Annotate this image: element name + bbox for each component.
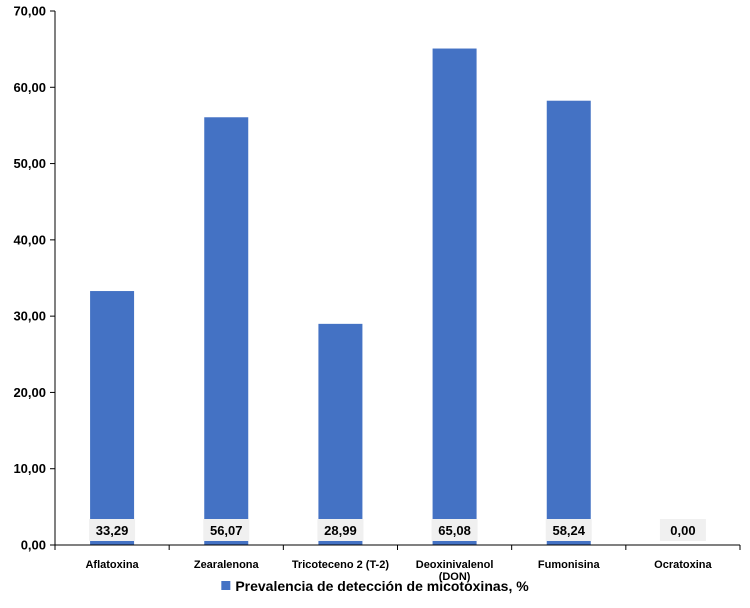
- y-axis: 0,00 10,00 20,00 30,00 40,00 50,00 60,00 70,00: [13, 4, 56, 553]
- y-tick-label: 40,00: [13, 232, 46, 247]
- x-tick-label: Deoxinivalenol (DON): [416, 559, 494, 583]
- bar: [546, 100, 591, 545]
- legend-swatch: [221, 581, 231, 590]
- data-label-box: [203, 519, 250, 541]
- bar: [318, 323, 363, 545]
- y-tick-label: 60,00: [13, 80, 46, 95]
- x-tick-label: Zearalenona: [194, 559, 260, 571]
- data-label-box: [317, 519, 364, 541]
- x-tick-label: Tricoteceno 2 (T-2): [292, 559, 390, 571]
- y-tick-label: 20,00: [13, 385, 46, 400]
- data-label: 33,29: [96, 523, 129, 538]
- y-tick-label: 70,00: [13, 4, 46, 19]
- data-label-box: [89, 519, 136, 541]
- data-label: 58,24: [552, 523, 585, 538]
- x-axis: Aflatoxina Zearalenona Tricoteceno 2 (T-2)…: [54, 544, 741, 583]
- legend: Prevalencia de detección de micotoxinas,…: [221, 578, 529, 594]
- data-label: 28,99: [324, 523, 357, 538]
- bars: 33,29 56,07 28,99 65,08 58,24 0,00: [89, 48, 706, 546]
- data-label: 65,08: [438, 523, 471, 538]
- data-label-box: [659, 519, 706, 541]
- data-label-box: [431, 519, 478, 541]
- y-tick-label: 0,00: [21, 538, 46, 553]
- data-label: 0,00: [670, 523, 695, 538]
- x-tick-label: Ocratoxina: [654, 559, 712, 571]
- y-tick-label: 50,00: [13, 156, 46, 171]
- data-label-box: [545, 519, 592, 541]
- bar: [204, 117, 249, 546]
- x-tick-label: Fumonisina: [538, 559, 601, 571]
- legend-label: Prevalencia de detección de micotoxinas,…: [235, 578, 529, 594]
- data-label: 56,07: [210, 523, 243, 538]
- y-tick-label: 30,00: [13, 309, 46, 324]
- x-tick-label: Aflatoxina: [85, 559, 139, 571]
- y-tick-label: 10,00: [13, 461, 46, 476]
- bar: [90, 291, 135, 545]
- bar: [432, 48, 477, 546]
